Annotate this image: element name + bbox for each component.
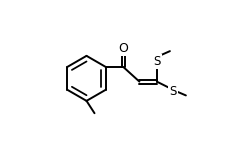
- Text: O: O: [118, 42, 128, 55]
- Text: S: S: [153, 55, 160, 68]
- Text: S: S: [169, 85, 176, 98]
